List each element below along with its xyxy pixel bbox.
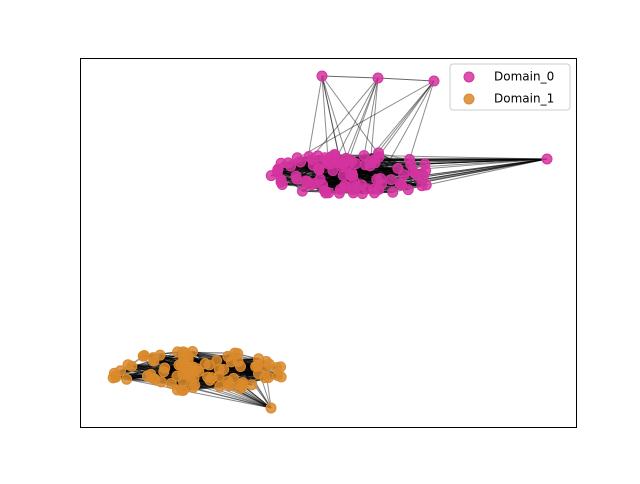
node	[178, 347, 188, 357]
node	[336, 184, 346, 194]
node	[393, 163, 403, 173]
node	[111, 372, 121, 382]
node	[150, 374, 160, 384]
node	[297, 186, 307, 196]
node	[122, 374, 132, 384]
node	[410, 169, 420, 179]
node	[266, 403, 276, 413]
node	[386, 175, 396, 185]
node	[139, 351, 149, 361]
node	[359, 151, 369, 161]
legend-label: Domain_0	[494, 70, 554, 84]
node	[326, 152, 336, 162]
node	[215, 381, 225, 391]
node	[276, 158, 286, 168]
legend-label: Domain_1	[494, 92, 554, 106]
node	[219, 364, 229, 374]
node	[226, 357, 236, 367]
node	[254, 354, 264, 364]
node	[348, 188, 358, 198]
node	[155, 350, 165, 360]
node	[127, 361, 137, 371]
node	[417, 181, 427, 191]
node	[303, 177, 313, 187]
node	[357, 180, 367, 190]
node	[542, 154, 552, 164]
node	[308, 160, 318, 170]
node	[406, 159, 416, 169]
node	[172, 371, 182, 381]
node	[374, 148, 384, 158]
node	[229, 373, 239, 383]
node	[203, 372, 213, 382]
node	[374, 184, 384, 194]
node	[276, 372, 286, 382]
node	[263, 372, 273, 382]
node	[421, 166, 431, 176]
node	[172, 385, 182, 395]
node	[341, 153, 351, 163]
legend-marker	[464, 72, 474, 82]
node	[429, 76, 439, 86]
legend-marker	[464, 94, 474, 104]
node	[235, 362, 245, 372]
node	[188, 382, 198, 392]
node	[317, 71, 327, 81]
node	[346, 171, 356, 181]
node	[272, 363, 282, 373]
node	[160, 363, 170, 373]
node	[247, 380, 257, 390]
node	[373, 73, 383, 83]
node	[324, 188, 334, 198]
node	[403, 185, 413, 195]
node	[388, 187, 398, 197]
node	[233, 349, 243, 359]
node	[291, 171, 301, 181]
node	[351, 159, 361, 169]
node	[212, 356, 222, 366]
node	[372, 174, 382, 184]
legend: Domain_0 Domain_1	[450, 64, 570, 110]
